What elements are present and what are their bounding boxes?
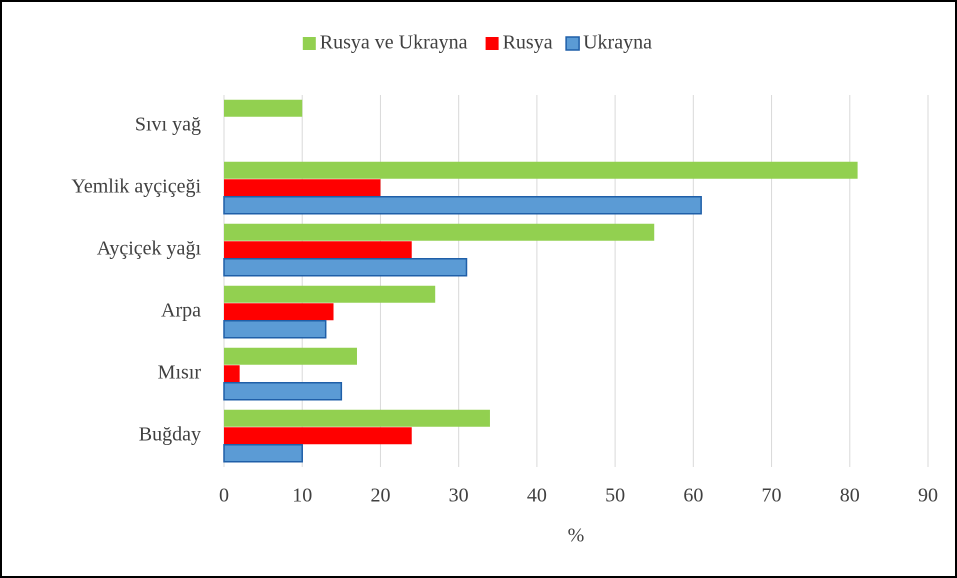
x-tick-label: 60 — [683, 485, 703, 507]
x-tick-label: 80 — [840, 485, 860, 507]
y-tick-label: Sıvı yağ — [135, 114, 201, 136]
legend-swatch — [565, 36, 580, 51]
x-tick-label: 70 — [762, 485, 782, 507]
y-tick-label: Yemlik ayçiçeği — [71, 176, 201, 198]
bar — [223, 382, 343, 401]
x-tick-label: 30 — [449, 485, 469, 507]
bar — [224, 347, 357, 365]
bar — [224, 427, 412, 445]
legend-swatch — [485, 37, 499, 50]
bar — [224, 223, 655, 241]
bar — [223, 444, 303, 463]
y-tick-label: Ayçiçek yağı — [97, 238, 202, 260]
x-tick-label: 50 — [605, 485, 625, 507]
x-tick-label: 20 — [370, 485, 390, 507]
bar — [224, 99, 303, 117]
x-tick-label: 40 — [527, 485, 547, 507]
bar — [224, 409, 490, 427]
bar — [224, 161, 858, 179]
legend-swatch — [302, 37, 316, 50]
bar — [224, 303, 334, 321]
y-tick-label: Buğday — [139, 424, 201, 446]
x-tick-label: 0 — [219, 485, 229, 507]
bar — [223, 196, 702, 215]
bar — [224, 241, 412, 259]
legend-label: Rusya ve Ukrayna — [320, 32, 468, 54]
bar — [224, 285, 436, 303]
legend-label: Rusya — [503, 32, 553, 54]
bar — [223, 320, 327, 339]
y-tick-label: Mısır — [158, 362, 202, 384]
x-tick-label: 10 — [292, 485, 312, 507]
legend-label: Ukrayna — [583, 32, 652, 54]
x-axis-label: % — [568, 525, 585, 547]
bar — [224, 179, 381, 197]
bar — [223, 258, 468, 277]
y-tick-label: Arpa — [161, 300, 201, 322]
x-tick-label: 90 — [918, 485, 938, 507]
bar — [224, 365, 240, 383]
